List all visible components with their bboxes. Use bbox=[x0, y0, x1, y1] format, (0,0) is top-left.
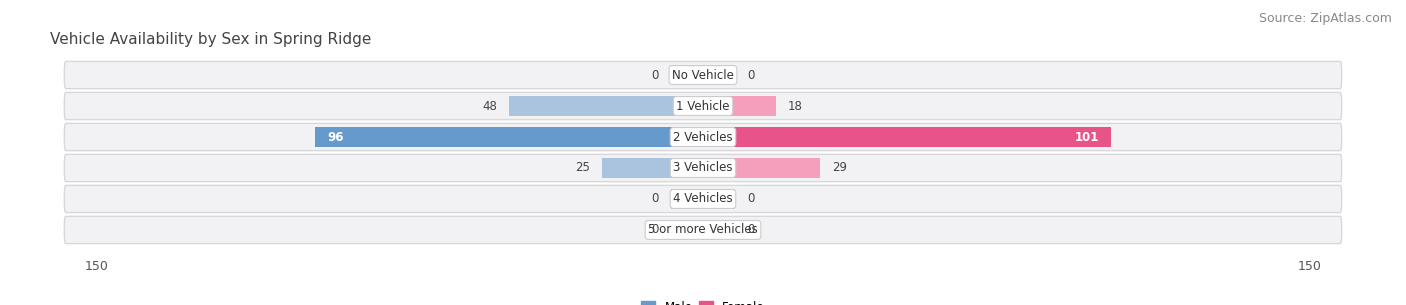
Bar bbox=[509, 96, 703, 116]
Text: 0: 0 bbox=[651, 224, 658, 236]
Bar bbox=[703, 66, 735, 85]
Text: 4 Vehicles: 4 Vehicles bbox=[673, 192, 733, 206]
Text: 29: 29 bbox=[832, 161, 848, 174]
Bar bbox=[703, 127, 1111, 147]
Legend: Male, Female: Male, Female bbox=[637, 296, 769, 305]
Text: 0: 0 bbox=[748, 224, 755, 236]
Text: 1 Vehicle: 1 Vehicle bbox=[676, 99, 730, 113]
Bar bbox=[671, 220, 703, 239]
FancyBboxPatch shape bbox=[65, 216, 1341, 244]
Text: Vehicle Availability by Sex in Spring Ridge: Vehicle Availability by Sex in Spring Ri… bbox=[49, 32, 371, 47]
Text: 5 or more Vehicles: 5 or more Vehicles bbox=[648, 224, 758, 236]
Text: 18: 18 bbox=[787, 99, 803, 113]
Text: 0: 0 bbox=[748, 69, 755, 81]
Text: 96: 96 bbox=[328, 131, 343, 144]
Text: 25: 25 bbox=[575, 161, 591, 174]
Text: 48: 48 bbox=[482, 99, 496, 113]
Bar bbox=[671, 66, 703, 85]
FancyBboxPatch shape bbox=[65, 154, 1341, 181]
FancyBboxPatch shape bbox=[65, 185, 1341, 213]
FancyBboxPatch shape bbox=[65, 124, 1341, 151]
Text: 101: 101 bbox=[1074, 131, 1099, 144]
Text: 2 Vehicles: 2 Vehicles bbox=[673, 131, 733, 144]
Bar bbox=[703, 220, 735, 239]
Text: Source: ZipAtlas.com: Source: ZipAtlas.com bbox=[1258, 12, 1392, 25]
Bar bbox=[602, 158, 703, 178]
Text: 0: 0 bbox=[748, 192, 755, 206]
FancyBboxPatch shape bbox=[65, 92, 1341, 120]
Bar bbox=[703, 189, 735, 209]
Bar bbox=[315, 127, 703, 147]
FancyBboxPatch shape bbox=[65, 61, 1341, 89]
Bar bbox=[671, 189, 703, 209]
Text: 0: 0 bbox=[651, 192, 658, 206]
Bar bbox=[703, 158, 820, 178]
Text: 3 Vehicles: 3 Vehicles bbox=[673, 161, 733, 174]
Text: No Vehicle: No Vehicle bbox=[672, 69, 734, 81]
Bar bbox=[703, 96, 776, 116]
Text: 0: 0 bbox=[651, 69, 658, 81]
